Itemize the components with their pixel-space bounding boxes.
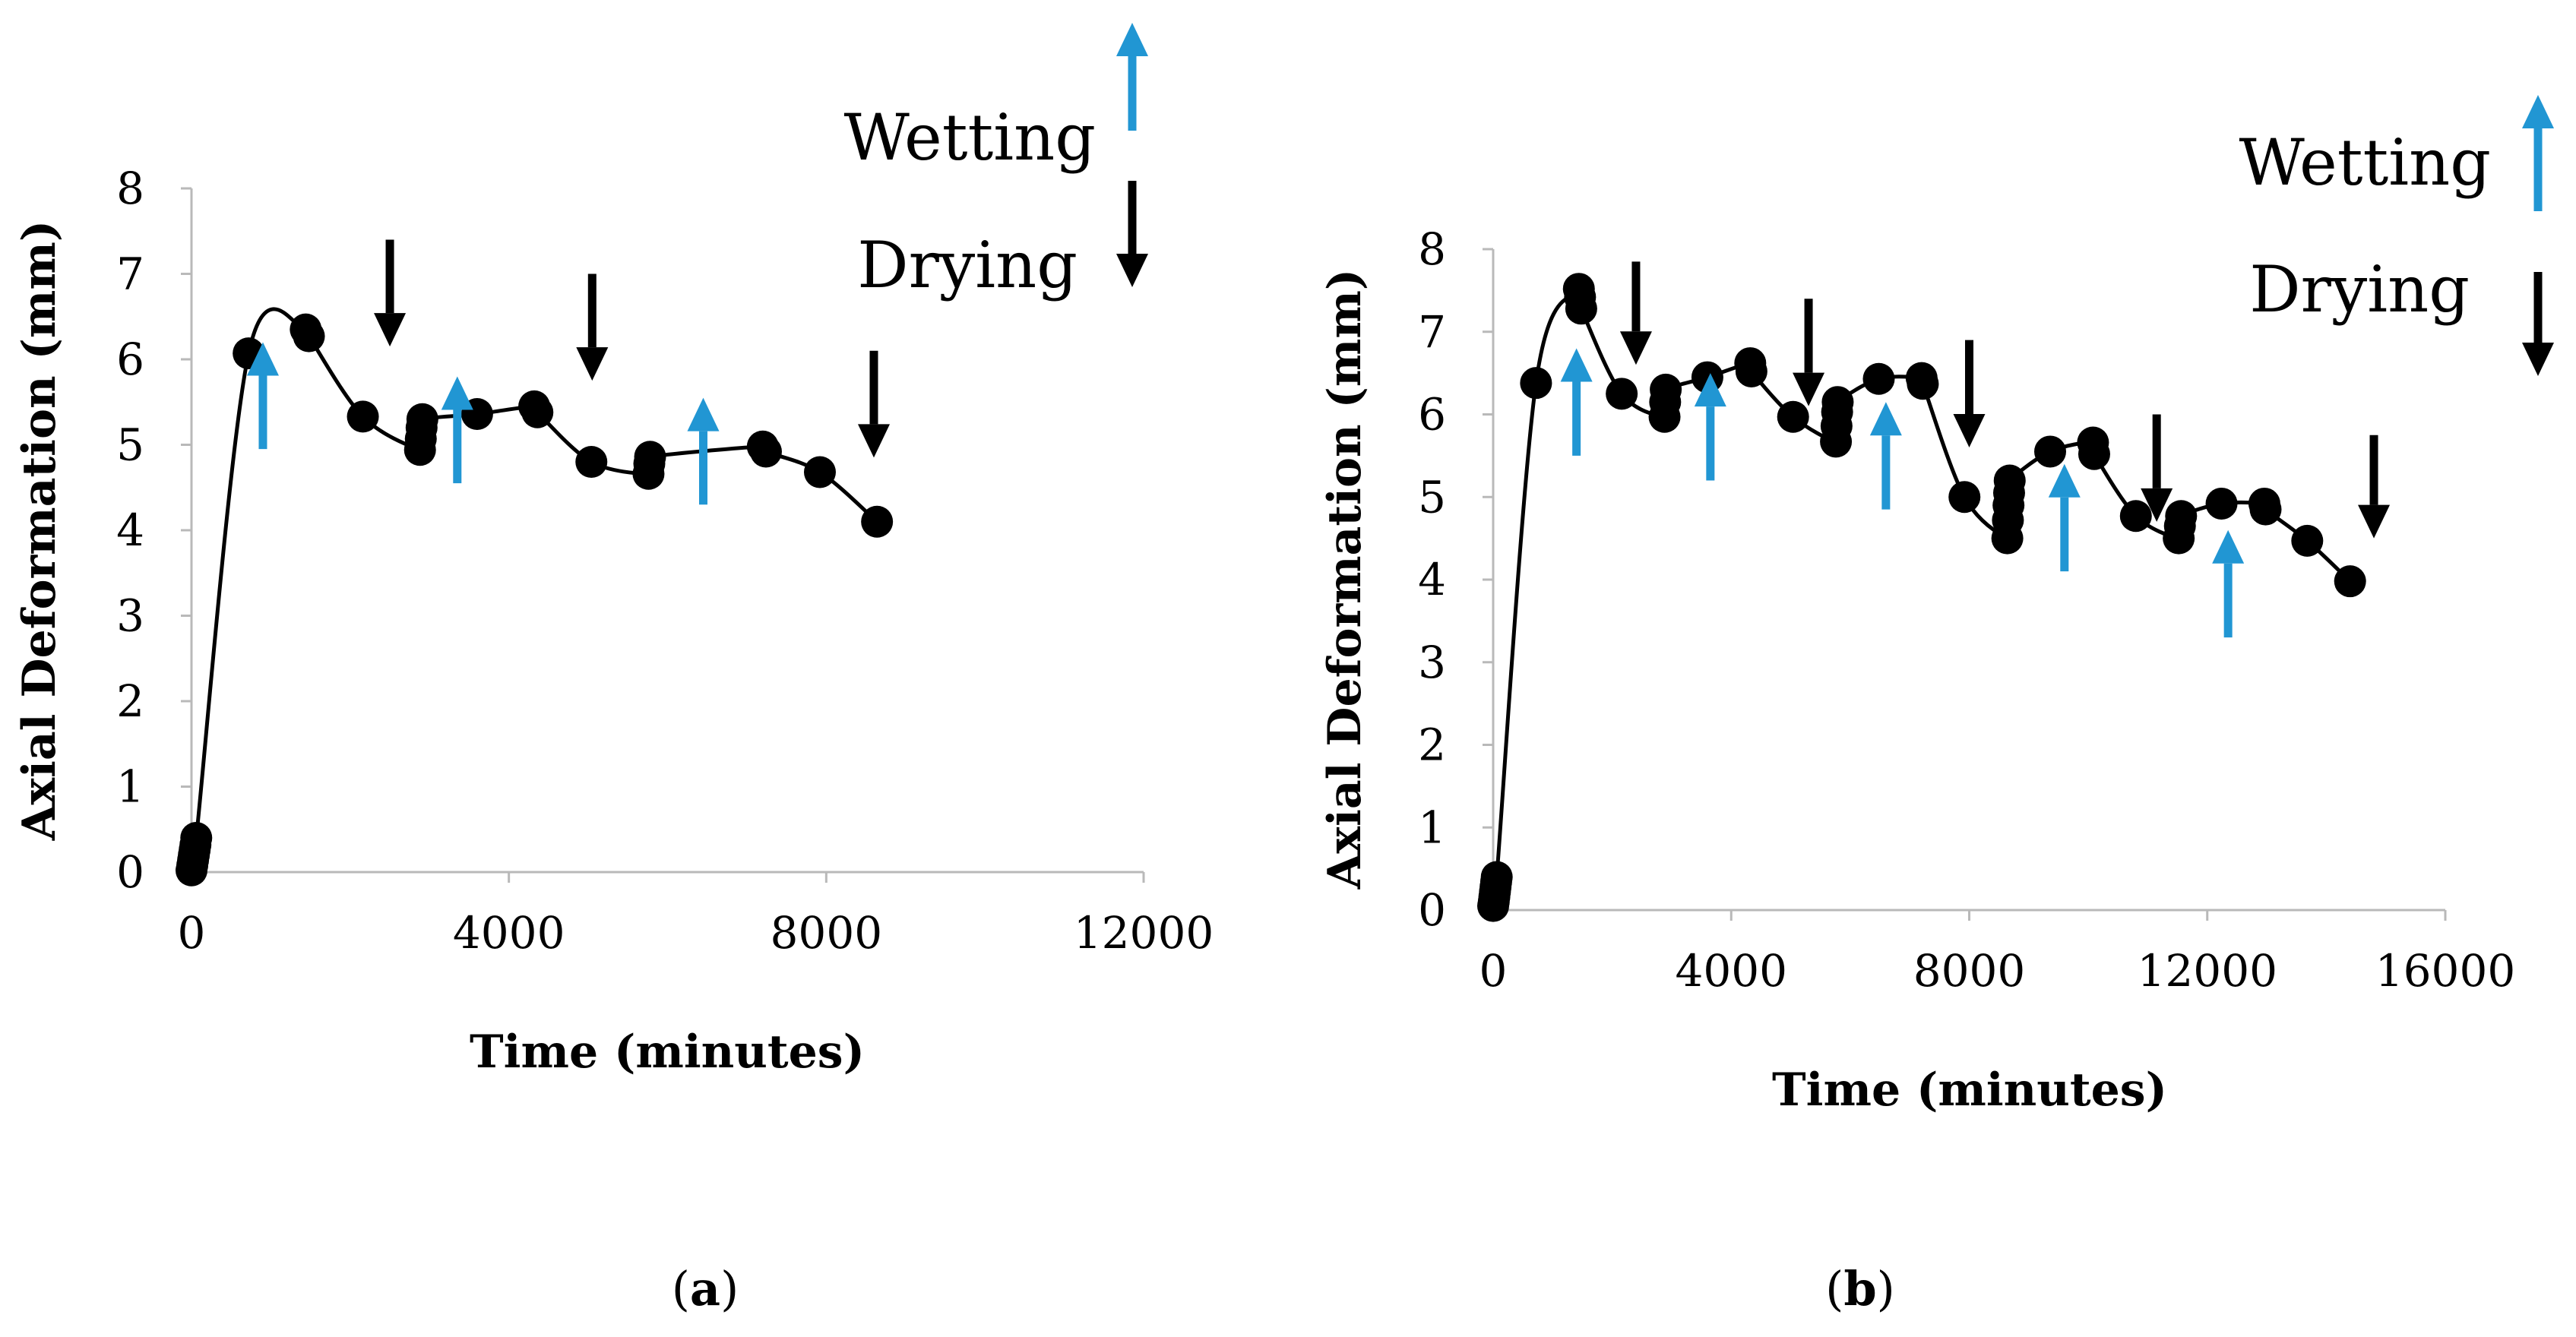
- wetting-arrow-head: [1694, 373, 1726, 407]
- legend-wetting-arrow-head: [1116, 23, 1148, 56]
- y-axis-title: Axial Deformation (mm): [13, 220, 66, 841]
- data-point: [1480, 861, 1513, 893]
- y-tick-label: 1: [1418, 801, 1446, 853]
- drying-arrow-head: [857, 424, 890, 458]
- x-axis-title: Time (minutes): [1772, 1064, 2167, 1117]
- wetting-arrow-head: [441, 376, 473, 410]
- x-tick-label: 0: [1479, 945, 1508, 997]
- drying-arrow-head: [1619, 331, 1652, 365]
- x-tick-label: 12000: [1074, 907, 1214, 959]
- y-tick-label: 8: [1418, 223, 1446, 275]
- caption-label: a: [690, 1261, 720, 1316]
- data-point: [2334, 565, 2366, 598]
- y-tick-label: 4: [1418, 554, 1446, 605]
- caption-close-paren: ): [720, 1261, 739, 1316]
- drying-arrow-head: [1953, 414, 1986, 447]
- wetting-arrow-head: [2048, 463, 2081, 498]
- drying-arrow-head: [2358, 504, 2391, 539]
- data-point: [2249, 493, 2282, 526]
- y-tick-label: 8: [116, 163, 144, 214]
- wetting-arrow-head: [687, 397, 720, 431]
- data-point: [2034, 435, 2067, 468]
- data-point: [1650, 373, 1682, 406]
- wetting-arrow-head: [2212, 529, 2245, 564]
- y-tick-label: 2: [116, 675, 144, 727]
- wetting-arrow-head: [246, 342, 279, 376]
- data-point: [575, 446, 608, 478]
- y-tick-label: 2: [1418, 719, 1446, 771]
- data-point: [803, 456, 836, 488]
- panel-caption: (b): [1825, 1261, 1895, 1316]
- data-point: [347, 400, 379, 433]
- y-tick-label: 7: [1418, 306, 1446, 358]
- x-tick-label: 8000: [1913, 945, 2026, 997]
- legend-wetting-label: Wetting: [844, 100, 1096, 175]
- y-tick-label: 7: [116, 248, 144, 300]
- data-point: [1520, 367, 1552, 400]
- caption-open-paren: (: [672, 1261, 690, 1316]
- data-point: [1993, 464, 2026, 497]
- data-point: [2165, 500, 2198, 533]
- data-point: [1821, 386, 1854, 419]
- legend-drying-arrow-head: [2522, 343, 2554, 376]
- data-point: [1735, 355, 1767, 387]
- legend-drying-label: Drying: [2249, 252, 2470, 327]
- wetting-arrow-head: [1560, 348, 1593, 382]
- legend-wetting-label: Wetting: [2239, 125, 2491, 200]
- y-tick-label: 0: [116, 846, 144, 898]
- caption-open-paren: (: [1825, 1261, 1843, 1316]
- data-point: [1862, 362, 1895, 395]
- data-point: [1948, 481, 1981, 514]
- y-tick-label: 3: [1418, 637, 1446, 688]
- data-point: [293, 320, 325, 352]
- data-point: [406, 403, 438, 435]
- data-point: [1606, 378, 1638, 410]
- data-point: [2119, 500, 2152, 533]
- y-tick-label: 4: [116, 504, 144, 556]
- data-point: [2291, 524, 2324, 557]
- y-axis-title: Axial Deformation (mm): [1318, 269, 1372, 890]
- drying-arrow-head: [2141, 488, 2173, 522]
- x-tick-label: 16000: [2375, 945, 2516, 997]
- data-point: [1565, 292, 1597, 325]
- y-tick-label: 6: [1418, 389, 1446, 441]
- data-point: [2205, 487, 2238, 520]
- chart-panel-b: 0 1 2 3 4 5 6 7 8 0 4000 8000 12000 16000 Time (minute…: [1318, 95, 2554, 1316]
- chart-panel-a: 0 1 2 3 4 5 6 7 8 0 4000 8000 12000 Time (minutes) Axi…: [13, 23, 1214, 1316]
- data-point: [180, 822, 213, 854]
- data-point: [749, 435, 782, 468]
- legend-drying-label: Drying: [857, 228, 1078, 302]
- data-point: [521, 396, 554, 428]
- data-point: [634, 441, 666, 473]
- data-point: [2078, 438, 2110, 470]
- drying-arrow-head: [1793, 372, 1825, 406]
- y-tick-label: 0: [1418, 884, 1446, 936]
- caption-close-paren: ): [1877, 1261, 1895, 1316]
- wetting-arrow-head: [1869, 402, 1902, 436]
- legend-wetting-arrow-head: [2522, 95, 2554, 128]
- drying-arrow-head: [576, 347, 609, 381]
- y-tick-label: 5: [1418, 471, 1446, 523]
- x-tick-label: 12000: [2137, 945, 2277, 997]
- y-tick-label: 6: [116, 333, 144, 385]
- panel-caption: (a): [672, 1261, 739, 1316]
- x-axis-title: Time (minutes): [470, 1026, 865, 1079]
- y-tick-label: 3: [116, 590, 144, 642]
- x-tick-label: 0: [178, 907, 206, 959]
- y-tick-label: 1: [116, 761, 144, 813]
- x-tick-label: 4000: [453, 907, 565, 959]
- legend-drying-arrow-head: [1116, 254, 1148, 287]
- data-point: [861, 505, 894, 538]
- x-tick-label: 8000: [771, 907, 883, 959]
- data-point: [1777, 400, 1809, 433]
- y-tick-label: 5: [116, 419, 144, 471]
- caption-label: b: [1843, 1261, 1876, 1316]
- drying-arrow-head: [374, 313, 407, 347]
- x-tick-label: 4000: [1675, 945, 1787, 997]
- data-point: [1907, 368, 1939, 400]
